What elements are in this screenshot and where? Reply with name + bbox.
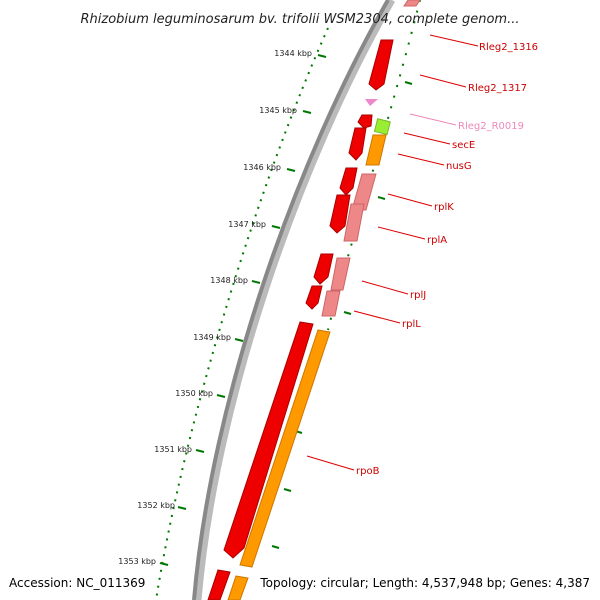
- orange-feature[interactable]: [227, 575, 249, 600]
- tick-label: 1347 kbp: [228, 220, 266, 229]
- ruler-tick: [159, 562, 169, 566]
- ruler-tick: [317, 54, 327, 58]
- footer-accession-background: [4, 572, 152, 594]
- gene-feature[interactable]: [403, 0, 421, 7]
- gene-feature[interactable]: [357, 114, 373, 129]
- tick-label: 1346 kbp: [243, 163, 281, 172]
- gene-feature[interactable]: [339, 167, 358, 196]
- gene-label[interactable]: rpoB: [356, 466, 380, 477]
- tick-label: 1353 kbp: [118, 557, 156, 566]
- gene-feature[interactable]: [207, 569, 231, 600]
- leader-line: [361, 280, 409, 295]
- gene-label[interactable]: rplA: [427, 235, 447, 246]
- gene-feature[interactable]: [305, 285, 323, 310]
- accession-text: Accession: NC_011369: [9, 576, 145, 590]
- gene-label[interactable]: rplL: [402, 319, 421, 330]
- gene-features: [207, 0, 421, 600]
- tick-label: 1349 kbp: [193, 333, 231, 342]
- leader-line: [403, 132, 451, 145]
- label-leader-lines: [306, 34, 479, 471]
- outer-tick: [343, 311, 352, 315]
- genome-info-text: Topology: circular; Length: 4,537,948 bp…: [259, 576, 590, 590]
- tick-label: 1345 kbp: [259, 106, 297, 115]
- gene-feature[interactable]: [351, 173, 377, 211]
- outer-tick: [404, 81, 413, 85]
- ruler-tick: [177, 506, 187, 510]
- gene-feature[interactable]: [223, 321, 314, 559]
- outer-tick: [377, 196, 386, 200]
- leader-line: [387, 193, 433, 207]
- gene-feature[interactable]: [321, 290, 341, 317]
- genome-backbone: [192, 0, 390, 600]
- outer-tick: [271, 545, 280, 549]
- gene-feature[interactable]: [313, 253, 334, 285]
- gene-label[interactable]: Rleg2_1316: [479, 42, 538, 53]
- tick-label: 1348 kbp: [210, 276, 248, 285]
- gene-feature[interactable]: [330, 257, 351, 291]
- tick-label: 1351 kbp: [154, 445, 192, 454]
- ruler-tick: [286, 168, 296, 172]
- genome-backbone-shadow: [194, 0, 396, 600]
- map-title: Rhizobium leguminosarum bv. trifolii WSM…: [81, 12, 520, 27]
- leader-line: [419, 74, 467, 88]
- gene-feature[interactable]: [368, 39, 394, 91]
- tick-label: 1350 kbp: [175, 389, 213, 398]
- gene-label[interactable]: Rleg2_R0019: [458, 121, 524, 132]
- ruler-tick: [195, 449, 205, 453]
- gene-feature[interactable]: [348, 127, 367, 161]
- gene-feature[interactable]: [343, 203, 365, 242]
- ruler-tick: [271, 225, 281, 229]
- orange-feature[interactable]: [365, 134, 387, 166]
- gene-label[interactable]: nusG: [446, 161, 472, 172]
- leader-line: [306, 455, 355, 471]
- leader-line: [353, 310, 401, 324]
- leader-line: [409, 113, 457, 126]
- gene-label[interactable]: secE: [452, 140, 475, 151]
- outer-tick: [283, 488, 292, 492]
- gene-feature[interactable]: [329, 194, 351, 234]
- orange-feature[interactable]: [239, 329, 331, 568]
- ruler-tick-labels: 1344 kbp 1345 kbp 1346 kbp 1347 kbp 1348…: [118, 49, 312, 566]
- trna-feature[interactable]: [365, 99, 378, 106]
- ruler-tick: [302, 110, 312, 114]
- leader-line: [429, 34, 479, 47]
- leader-line: [377, 226, 426, 240]
- tick-label: 1352 kbp: [137, 501, 175, 510]
- ruler-tick: [234, 338, 244, 342]
- footer: Accession: NC_011369 Topology: circular;…: [4, 572, 595, 594]
- ruler-tick: [251, 280, 261, 284]
- gene-label[interactable]: rplK: [434, 202, 454, 213]
- footer-info-background: [255, 572, 595, 594]
- ruler-tick: [216, 394, 226, 398]
- leader-line: [397, 153, 445, 166]
- gene-label[interactable]: Rleg2_1317: [468, 83, 527, 94]
- gene-label[interactable]: rplJ: [410, 290, 426, 301]
- gene-labels: Rleg2_1316 Rleg2_1317 Rleg2_R0019 secE n…: [356, 42, 538, 477]
- green-feature[interactable]: [373, 118, 391, 136]
- ruler-ticks: [159, 54, 413, 566]
- tick-label: 1344 kbp: [274, 49, 312, 58]
